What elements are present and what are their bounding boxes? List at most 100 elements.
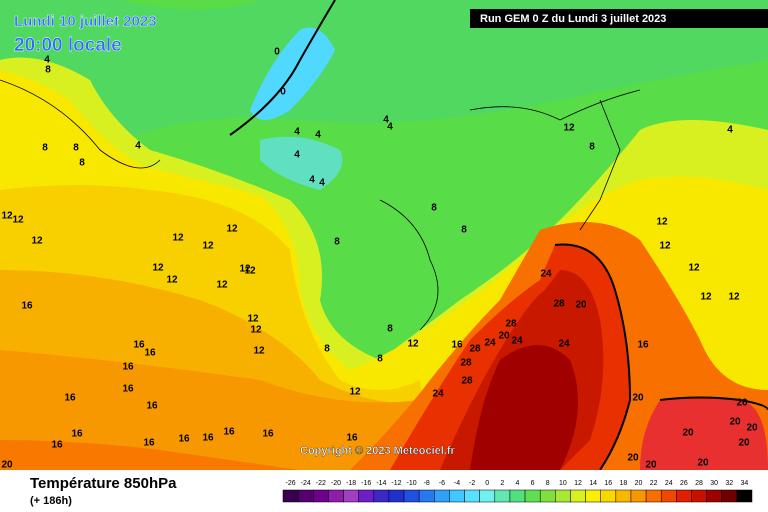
contour-label: 12 <box>656 217 668 228</box>
contour-label: 12 <box>12 215 24 226</box>
legend-swatch <box>706 489 722 503</box>
contour-label: 8 <box>73 143 79 154</box>
legend-swatch <box>449 489 465 503</box>
legend-swatch <box>660 489 677 503</box>
contour-label: 12 <box>172 233 184 244</box>
legend-label: 4 <box>516 480 520 487</box>
contour-label: 24 <box>432 389 444 400</box>
contour-label: 16 <box>223 427 235 438</box>
legend-swatch <box>645 489 662 503</box>
legend-swatch <box>585 489 601 503</box>
contour-label: 28 <box>460 358 472 369</box>
legend-label: 18 <box>620 480 628 487</box>
legend-swatch <box>721 489 738 503</box>
legend-swatch <box>418 489 435 503</box>
contour-label: 16 <box>262 429 274 440</box>
contour-label: 24 <box>511 336 523 347</box>
contour-label: 28 <box>553 299 565 310</box>
contour-label: 16 <box>346 433 358 444</box>
legend-swatch <box>403 489 420 503</box>
legend-swatch <box>539 489 556 503</box>
legend-label: 22 <box>650 480 658 487</box>
contour-label: 8 <box>387 324 393 335</box>
legend-label: 28 <box>695 480 703 487</box>
contour-label: 8 <box>431 203 437 214</box>
legend-label: 26 <box>680 480 688 487</box>
legend-swatch <box>358 489 375 503</box>
contour-label: 20 <box>1 460 13 471</box>
legend-label: 10 <box>559 480 567 487</box>
contour-label: 20 <box>632 393 644 404</box>
legend-swatch <box>494 489 511 503</box>
contour-label: 8 <box>42 143 48 154</box>
contour-label: 24 <box>540 269 552 280</box>
contour-label: 16 <box>122 362 134 373</box>
contour-label: 16 <box>637 340 649 351</box>
contour-label: 28 <box>505 319 517 330</box>
legend-swatch <box>570 489 586 503</box>
legend-label: -6 <box>439 480 445 487</box>
legend-label: 34 <box>741 480 749 487</box>
contour-label: 12 <box>31 236 43 247</box>
contour-label: 8 <box>461 225 467 236</box>
contour-label: 20 <box>746 423 758 434</box>
contour-label: 24 <box>558 339 570 350</box>
contour-label: 20 <box>575 300 587 311</box>
map-fields <box>0 0 768 471</box>
legend-swatch <box>282 489 299 503</box>
contour-label: 12 <box>202 241 214 252</box>
contour-label: 12 <box>250 325 262 336</box>
contour-label: 20 <box>627 453 639 464</box>
contour-label: 16 <box>51 440 63 451</box>
run-info: Run GEM 0 Z du Lundi 3 juillet 2023 <box>480 13 666 25</box>
contour-label: 16 <box>146 401 158 412</box>
contour-label: 20 <box>738 438 750 449</box>
contour-label: 16 <box>64 393 76 404</box>
legend-label: -12 <box>391 480 401 487</box>
contour-label: 12 <box>700 292 712 303</box>
legend-swatch <box>630 489 647 503</box>
contour-label: 12 <box>152 263 164 274</box>
contour-label: 12 <box>659 241 671 252</box>
contour-label: 20 <box>682 428 694 439</box>
contour-label: 12 <box>247 314 259 325</box>
contour-label: 12 <box>216 280 228 291</box>
legend-label: -2 <box>469 480 475 487</box>
legend-swatch <box>297 489 314 503</box>
contour-label: 4 <box>44 55 50 66</box>
contour-label: 12 <box>239 264 251 275</box>
legend-swatch <box>328 489 344 503</box>
legend-label: 24 <box>665 480 673 487</box>
contour-label: 0 <box>280 87 286 98</box>
legend-swatch <box>434 489 450 503</box>
contour-label: 0 <box>274 47 280 58</box>
legend-label: -4 <box>454 480 460 487</box>
contour-label: 16 <box>71 429 83 440</box>
contour-label: 12 <box>244 266 256 277</box>
contour-label: 8 <box>79 158 85 169</box>
legend-label: 8 <box>546 480 550 487</box>
contour-label: 16 <box>202 433 214 444</box>
legend-swatch <box>343 489 359 503</box>
legend-label: -18 <box>346 480 356 487</box>
contour-label: 28 <box>461 376 473 387</box>
legend-swatch <box>676 489 692 503</box>
legend-label: -22 <box>316 480 326 487</box>
contour-label: 16 <box>133 340 145 351</box>
contour-label: 20 <box>729 417 741 428</box>
contour-label: 8 <box>45 65 51 76</box>
contour-label: 4 <box>294 150 300 161</box>
legend-swatch <box>736 489 753 503</box>
legend-label: -20 <box>331 480 341 487</box>
legend-swatch <box>615 489 632 503</box>
legend-swatch <box>600 489 617 503</box>
legend-label: -24 <box>301 480 311 487</box>
contour-label: 20 <box>645 460 657 471</box>
contour-label: 16 <box>178 434 190 445</box>
contour-label: 8 <box>377 354 383 365</box>
contour-label: 4 <box>309 175 315 186</box>
legend-label: 2 <box>500 480 504 487</box>
contour-label: 8 <box>334 237 340 248</box>
contour-label: 4 <box>319 178 325 189</box>
